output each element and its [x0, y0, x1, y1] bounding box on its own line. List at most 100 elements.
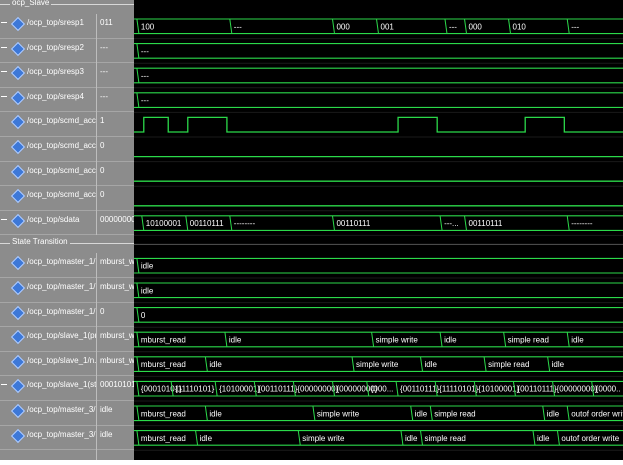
signal-name: /ocp_top/sresp3 — [27, 67, 96, 76]
signal-name: /ocp_top/master_1/... — [27, 282, 96, 291]
signal-value-pane: 011---------100000000000mburst_wrimburst… — [96, 0, 134, 460]
waveform-transition — [186, 216, 188, 231]
waveform-transition — [445, 19, 447, 34]
signal-diamond-icon — [11, 91, 25, 105]
signal-value-cell: 1 — [97, 112, 135, 137]
signal-row[interactable]: /ocp_top/scmd_acc... — [0, 162, 96, 187]
waveform-transition — [567, 332, 569, 347]
signal-row[interactable]: /ocp_top/slave_1/n... — [0, 352, 96, 377]
signal-row[interactable]: /ocp_top/sresp4 — [0, 88, 96, 113]
signal-row[interactable]: /ocp_top/master_3/... — [0, 401, 96, 426]
expand-icon[interactable] — [1, 96, 7, 97]
signal-value: idle — [100, 430, 134, 439]
waveform-value-label: idle — [141, 262, 154, 271]
signal-value-cell: 011 — [97, 14, 135, 39]
waveform-value-label: {00110111} — [258, 385, 297, 394]
waveform-transition — [230, 216, 232, 231]
signal-row[interactable]: /ocp_top/master_1/... — [0, 253, 96, 278]
waveform-trace: mburst_read idle simple write idle simple re… — [134, 431, 623, 446]
signal-row[interactable]: /ocp_top/master_3/... — [0, 426, 96, 451]
signal-diamond-icon — [11, 214, 25, 228]
waveform-transition — [352, 357, 354, 372]
group-label-state-transition: State Transition — [10, 237, 70, 246]
waveform-value-label: idle — [425, 360, 438, 369]
waveform-value-label: idle — [547, 409, 560, 418]
waveform-trace — [134, 117, 623, 132]
waveform-transition — [557, 431, 559, 446]
waveform-value-label: simple read — [425, 434, 466, 443]
signal-row[interactable]: /ocp_top/scmd_acc... — [0, 186, 96, 211]
waveform-value-label: {0000.. — [596, 385, 621, 394]
waveform-transition — [196, 431, 198, 446]
waveform-transition — [567, 406, 569, 421]
expand-icon[interactable] — [1, 219, 7, 220]
signal-value: 00000000 — [100, 215, 134, 224]
waveform-transition — [137, 44, 139, 59]
waveform-transition — [543, 406, 545, 421]
waveform-transition — [567, 19, 569, 34]
signal-row[interactable]: /ocp_top/master_1/... — [0, 303, 96, 328]
signal-row[interactable]: /ocp_top/sdata — [0, 211, 96, 236]
signal-value: mburst_wri — [100, 331, 134, 340]
signal-value-cell: idle — [97, 401, 135, 426]
signal-name: /ocp_top/sresp4 — [27, 92, 96, 101]
waveform-value-label: {000... — [371, 385, 394, 394]
signal-row[interactable]: /ocp_top/master_1/... — [0, 278, 96, 303]
signal-name: /ocp_top/master_3/... — [27, 430, 96, 439]
signal-value: --- — [100, 67, 134, 76]
waveform-value-label: simple write — [376, 336, 419, 345]
signal-value: 0 — [100, 307, 134, 316]
waveform-trace: --- — [134, 93, 623, 108]
waveform-pane[interactable]: 100 --- 000 001 --- 000 010 --- --- --- --- 1010000… — [134, 0, 623, 460]
signal-name: /ocp_top/sresp1 — [27, 18, 96, 27]
waveform-value-label: --- — [141, 47, 149, 56]
signal-value: mburst_wri — [100, 282, 134, 291]
signal-row[interactable]: /ocp_top/scmd_acc... — [0, 137, 96, 162]
signal-row[interactable]: /ocp_top/sresp1 — [0, 14, 96, 39]
signal-row[interactable]: /ocp_top/slave_1(pr... — [0, 327, 96, 352]
waveform-transition — [465, 216, 467, 231]
waveform-transition — [137, 283, 139, 298]
waveform-transition — [440, 332, 442, 347]
waveform-value-label: --- — [141, 96, 149, 105]
waveform-value-label: {11110101} — [439, 385, 478, 394]
waveform-transition — [298, 431, 300, 446]
signal-value: 0 — [100, 166, 134, 175]
signal-name: /ocp_top/slave_1(st... — [27, 380, 96, 389]
expand-icon[interactable] — [1, 47, 7, 48]
waveform-trace: mburst_read idle simple write idle simple re… — [134, 406, 623, 421]
waveform-clock-line — [134, 117, 623, 132]
waveform-transition — [396, 381, 398, 396]
signal-row[interactable]: /ocp_top/scmd_acc... — [0, 112, 96, 137]
signal-name: /ocp_top/sresp2 — [27, 43, 96, 52]
waveform-value-label: -------- — [234, 219, 256, 228]
waveform-trace: 100 --- 000 001 --- 000 010 --- — [134, 19, 623, 34]
signal-value-cell: --- — [97, 63, 135, 88]
waveform-transition — [504, 332, 506, 347]
signal-value-cell: 0 — [97, 186, 135, 211]
waveform-canvas[interactable]: 100 --- 000 001 --- 000 010 --- --- --- --- 1010000… — [134, 0, 623, 460]
signal-diamond-icon — [11, 355, 25, 369]
waveform-value-label: idle — [141, 286, 154, 295]
waveform-transition — [421, 357, 423, 372]
waveform-value-label: 00110111 — [190, 219, 224, 228]
signal-name: /ocp_top/slave_1/n... — [27, 356, 96, 365]
waveform-value-label: 001 — [381, 22, 395, 31]
waveform-transition — [509, 19, 511, 34]
waveform-value-label: idle — [552, 360, 565, 369]
expand-icon[interactable] — [1, 384, 7, 385]
signal-value: --- — [100, 43, 134, 52]
signal-diamond-icon — [11, 42, 25, 56]
expand-icon[interactable] — [1, 71, 7, 72]
signal-row[interactable]: /ocp_top/slave_1(st... — [0, 376, 96, 401]
waveform-transition — [137, 357, 139, 372]
signal-name: /ocp_top/scmd_acc... — [27, 141, 96, 150]
signal-row[interactable]: /ocp_top/sresp3 — [0, 63, 96, 88]
waveform-transition — [484, 357, 486, 372]
waveform-transition — [548, 357, 550, 372]
group-divider-ocp-slave: ocp_Slave — [0, 0, 134, 14]
signal-row[interactable]: /ocp_top/sresp2 — [0, 39, 96, 64]
expand-icon[interactable] — [1, 22, 7, 23]
waveform-value-label: idle — [229, 336, 242, 345]
waveform-value-label: {00000000} — [557, 385, 598, 394]
